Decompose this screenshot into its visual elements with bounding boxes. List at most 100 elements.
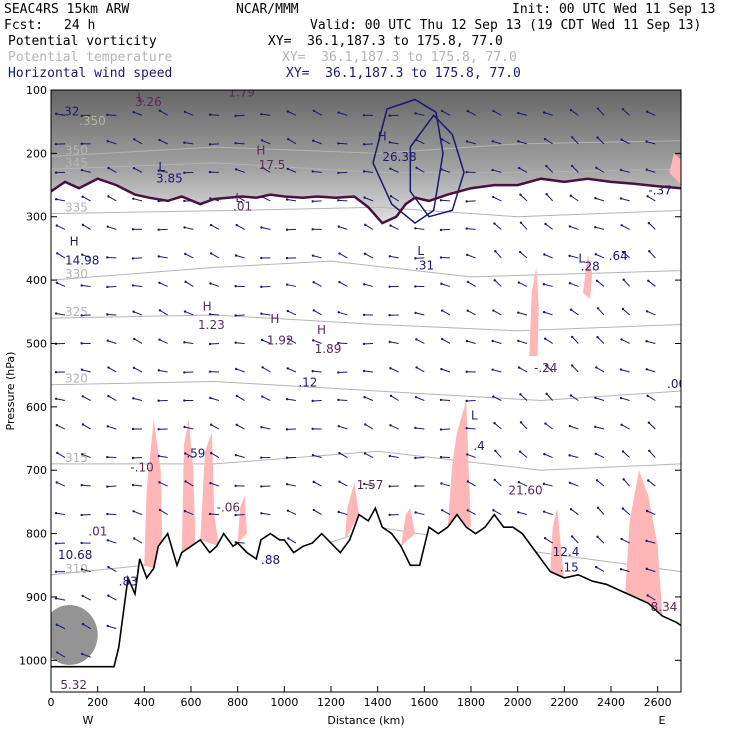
wind-vector [441,338,451,344]
wind-vector [569,425,579,430]
wind-vector [493,310,502,316]
wind-vector-head [645,567,648,571]
wind-vector-head [55,281,58,284]
x-tick-label: 1200 [317,696,345,709]
wind-vector [133,538,143,544]
wind-vector-head [595,565,598,569]
wind-vector [209,114,220,116]
wind-vector-head [107,565,110,569]
wind-vector [622,108,630,116]
wind-vector-head [183,510,187,513]
wind-vector [544,453,553,458]
wind-vector-head [414,426,417,430]
wind-vector-head [517,339,520,343]
wind-vector-head [209,481,212,485]
wind-vector-head [311,200,314,203]
wind-vector-head [594,253,597,256]
wind-vector-head [132,397,135,400]
wind-vector-head [235,423,238,426]
wind-vector [81,369,91,373]
wind-vector [81,568,91,573]
wind-vector-head [389,224,392,227]
wind-vector [107,226,117,230]
wind-vector [339,452,348,458]
wind-vector-head [596,136,599,139]
wind-vector-head [648,449,651,453]
contour-annotation: H [256,144,265,158]
wind-vector-head [620,423,623,427]
wind-vector [287,398,297,401]
wind-vector-head [620,338,623,341]
wind-vector [544,254,553,259]
wind-vector [597,336,605,344]
wind-vector [519,451,528,458]
wind-vector-head [234,367,238,371]
wind-vector-head [106,455,109,459]
wind-vector-head [645,168,648,171]
wind-vector-head [158,481,161,484]
wind-vector-head [363,395,366,399]
wind-vector-head [466,253,469,257]
wind-vector [646,169,656,173]
wind-vector [570,395,579,401]
wind-vector-head [157,228,160,231]
wind-vector-head [519,193,522,196]
wind-vector-head [645,368,648,371]
wind-vector-head [596,107,600,110]
wind-vector-head [131,483,135,487]
wind-vector [467,310,476,316]
theta-label-310: 310 [65,562,88,576]
wind-vector-head [388,141,391,144]
fcst-label: Fcst: [4,18,44,33]
wind-vector [518,282,528,287]
contour-annotation: .32 [60,104,79,118]
wind-vector-head [645,509,649,513]
wind-vector-head [619,168,623,172]
wind-vector-head [647,479,650,482]
wind-vector [622,508,630,515]
wind-vector-head [622,278,625,281]
wind-vector-head [234,541,237,544]
wind-vector-head [363,452,367,455]
wind-vector [415,427,425,430]
wind-vector-head [465,426,468,430]
east-label: E [659,714,666,727]
wind-vector-head [622,478,625,481]
wind-vector [494,422,502,430]
wind-vector-head [286,367,289,370]
wind-vector-head [338,480,341,483]
wind-vector-head [56,252,59,255]
wind-vector-head [466,453,469,456]
wind-vector-head [81,395,84,398]
wind-vector [466,340,476,344]
wind-vector [545,365,554,373]
wind-vector [159,339,168,344]
wind-vector [595,367,605,373]
wind-vector-head [312,480,315,484]
wind-vector [184,142,194,145]
wind-vector-head [208,342,212,346]
wind-vector [210,253,220,259]
wind-vector [441,138,451,145]
wind-vector-head [285,283,289,286]
wind-vector-head [235,223,238,227]
wind-vector [467,254,476,259]
init-time: Init: 00 UTC Wed 11 Sep 13 [512,2,716,17]
pink-region [237,495,247,544]
wind-vector-head [54,312,58,315]
wind-vector-head [260,312,263,315]
wind-vector-head [543,337,547,340]
y-tick-label: 200 [26,147,47,160]
wind-vector-head [183,371,186,374]
wind-vector [519,251,528,259]
wind-vector-head [388,340,392,344]
wind-vector [133,198,143,202]
contour-annotation: .83 [119,575,138,589]
wind-vector-head [542,510,546,513]
wind-vector-head [542,111,546,114]
wind-vector [364,253,374,259]
wind-vector [596,280,605,287]
wind-vector [56,512,66,516]
wind-vector [133,367,143,373]
wind-vector-head [208,370,212,373]
